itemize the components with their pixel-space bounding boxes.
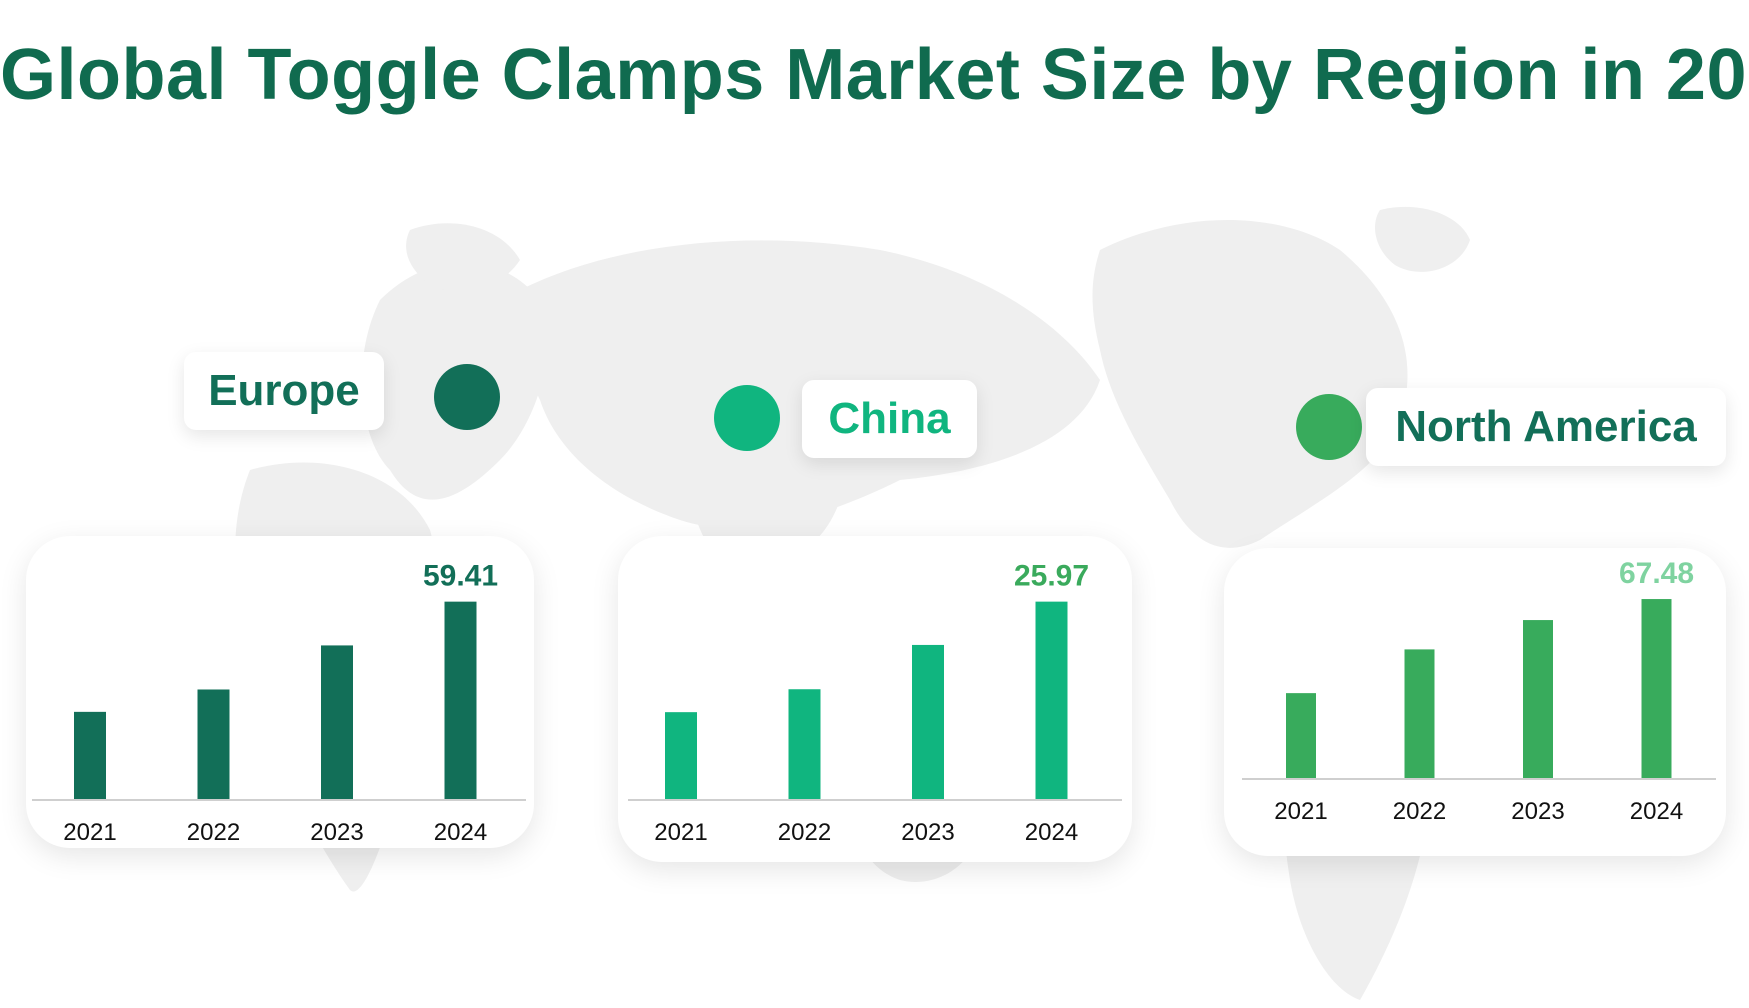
bar-2024 (444, 601, 477, 800)
region-label-north-america: North America (1366, 388, 1726, 466)
chart-card-china: 2021 2022 2023 25.97 2024 (618, 536, 1132, 862)
bar-2023 (1523, 620, 1553, 779)
bar-2024 (1641, 599, 1672, 779)
region-name: Europe (208, 366, 360, 415)
x-tick-label-2024: 2024 (434, 819, 487, 846)
bar-2023 (321, 645, 353, 800)
region-label-europe: Europe (184, 352, 384, 430)
x-tick-label-2023: 2023 (1511, 798, 1564, 825)
region-name: North America (1395, 402, 1697, 451)
map-east-asia-coast (689, 418, 840, 568)
bar-2022 (1404, 649, 1435, 779)
chart-europe: 2021 2022 2023 59.41 2024 (32, 560, 526, 846)
x-tick-label-2023: 2023 (901, 819, 954, 846)
bar-2022 (788, 689, 821, 800)
bar-2022 (197, 689, 230, 800)
page-title: Global Toggle Clamps Market Size by Regi… (0, 35, 1749, 115)
x-tick-label-2022: 2022 (778, 819, 831, 846)
region-marker-europe (434, 364, 500, 430)
chart-china: 2021 2022 2023 25.97 2024 (628, 560, 1122, 846)
bar-2021 (74, 711, 106, 800)
value-label-2024: 59.41 (423, 560, 498, 593)
chart-card-europe: 2021 2022 2023 59.41 2024 (26, 536, 534, 848)
map-north-america-landmass (1092, 220, 1408, 548)
region-label-china: China (802, 380, 977, 458)
map-greenland (1375, 206, 1470, 272)
region-name: China (828, 394, 951, 443)
value-label-2024: 67.48 (1619, 557, 1694, 590)
bar-2021 (1286, 693, 1316, 779)
chart-card-north-america: 2021 2022 2023 67.48 2024 (1224, 548, 1726, 856)
x-tick-label-2021: 2021 (63, 819, 116, 846)
region-marker-north-america (1296, 394, 1362, 460)
map-scandinavia (406, 223, 520, 292)
bar-2023 (912, 644, 944, 800)
x-tick-label-2022: 2022 (1393, 798, 1446, 825)
chart-north-america: 2021 2022 2023 67.48 2024 (1242, 557, 1716, 825)
x-tick-label-2023: 2023 (310, 819, 363, 846)
x-tick-label-2024: 2024 (1025, 819, 1078, 846)
bar-2024 (1035, 601, 1068, 800)
region-marker-china (714, 385, 780, 451)
x-tick-label-2021: 2021 (654, 819, 707, 846)
x-tick-label-2021: 2021 (1274, 798, 1327, 825)
bar-2021 (665, 712, 697, 800)
x-tick-label-2024: 2024 (1630, 798, 1683, 825)
value-label-2024: 25.97 (1014, 560, 1089, 593)
x-tick-label-2022: 2022 (187, 819, 240, 846)
